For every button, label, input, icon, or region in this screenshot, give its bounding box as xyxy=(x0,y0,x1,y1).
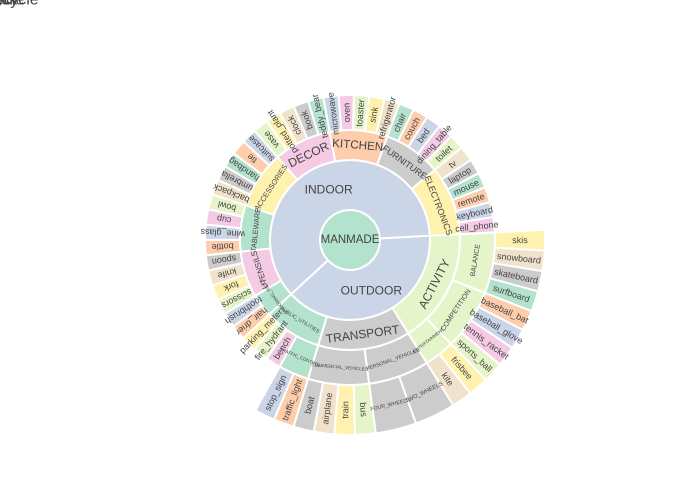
label-indoor: INDOOR xyxy=(305,182,353,196)
label-car: car xyxy=(0,0,12,9)
label-wine-glass: wine_glass xyxy=(200,227,246,239)
label-boat: boat xyxy=(303,395,317,415)
label-toaster: toaster xyxy=(354,99,366,127)
label-tv: tv xyxy=(447,158,459,171)
label-cup: cup xyxy=(216,214,232,226)
label-sink: sink xyxy=(367,105,380,123)
label-knife: knife xyxy=(216,266,237,281)
label-skis: skis xyxy=(512,235,528,245)
label-bus: bus xyxy=(358,402,369,418)
label-spoon: spoon xyxy=(211,253,237,267)
label-oven: oven xyxy=(341,103,351,123)
label-manmade: MANMADE xyxy=(321,234,380,246)
label-cell-phone: cell_phone xyxy=(455,219,499,234)
label-bottle: bottle xyxy=(211,241,234,252)
label-motorcycle: motorcycle xyxy=(0,0,39,9)
label-kitchen: KITCHEN xyxy=(332,137,384,154)
label-bowl: bowl xyxy=(217,199,237,214)
label-bicycle: bicycle xyxy=(0,0,25,9)
label-commercial-vehicles: COMMERCIAL_VEHICLES xyxy=(311,362,368,372)
label-outdoor: OUTDOOR xyxy=(341,284,403,298)
label-truck: truck xyxy=(0,0,18,9)
label-snowboard: snowboard xyxy=(497,251,542,266)
label-airplane: airplane xyxy=(320,392,334,425)
segment-parking-meter[interactable] xyxy=(241,313,279,351)
label-train: train xyxy=(340,401,350,419)
